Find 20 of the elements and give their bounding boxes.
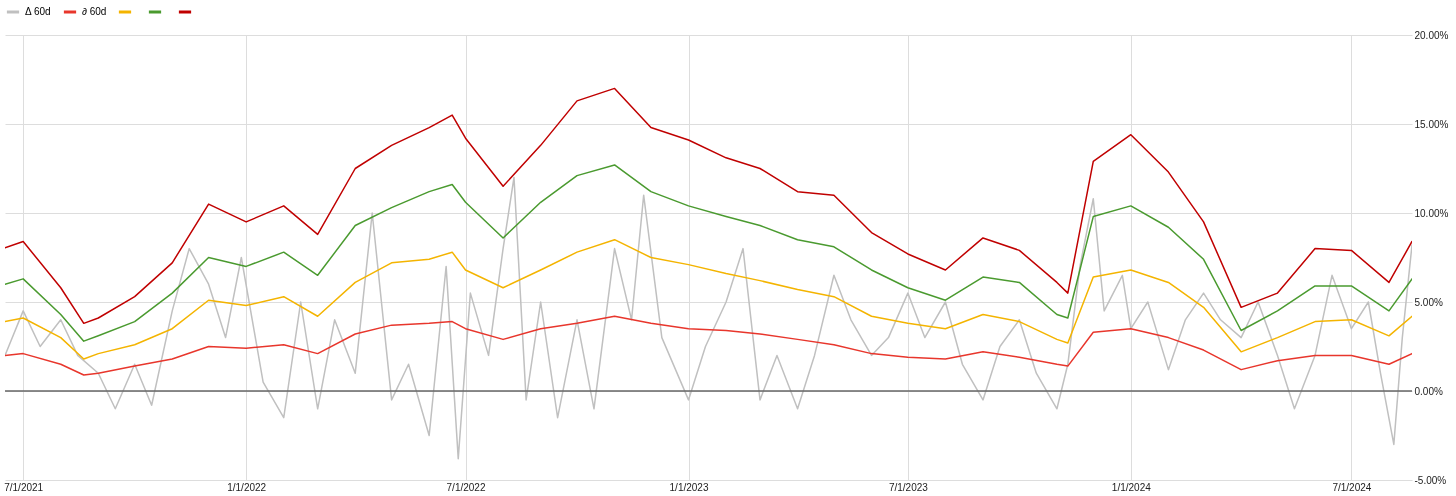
line-series <box>5 176 1412 460</box>
legend-label: Δ 60d <box>25 6 51 17</box>
y-tick-label: -5.00% <box>1414 474 1447 486</box>
y-tick-label: 10.00% <box>1414 207 1449 219</box>
x-tick-label: 7/1/2024 <box>1332 481 1372 493</box>
line-series <box>5 238 1412 360</box>
line-series <box>5 164 1412 342</box>
legend-label: ∂ 60d <box>82 6 107 17</box>
x-tick-label: 1/1/2024 <box>1111 481 1152 493</box>
y-tick-label: 15.00% <box>1414 118 1449 130</box>
y-tick-label: 5.00% <box>1414 296 1443 308</box>
x-tick-label: 7/1/2021 <box>4 481 44 493</box>
x-tick-label: 7/1/2022 <box>446 481 486 493</box>
x-tick-label: 1/1/2023 <box>669 481 709 493</box>
x-tick-label: 1/1/2022 <box>227 481 267 493</box>
y-tick-label: 20.00% <box>1414 29 1449 41</box>
line-series <box>5 315 1412 376</box>
x-tick-label: 7/1/2023 <box>888 481 929 493</box>
line-series <box>5 87 1412 325</box>
y-tick-label: 0.00% <box>1414 385 1443 397</box>
